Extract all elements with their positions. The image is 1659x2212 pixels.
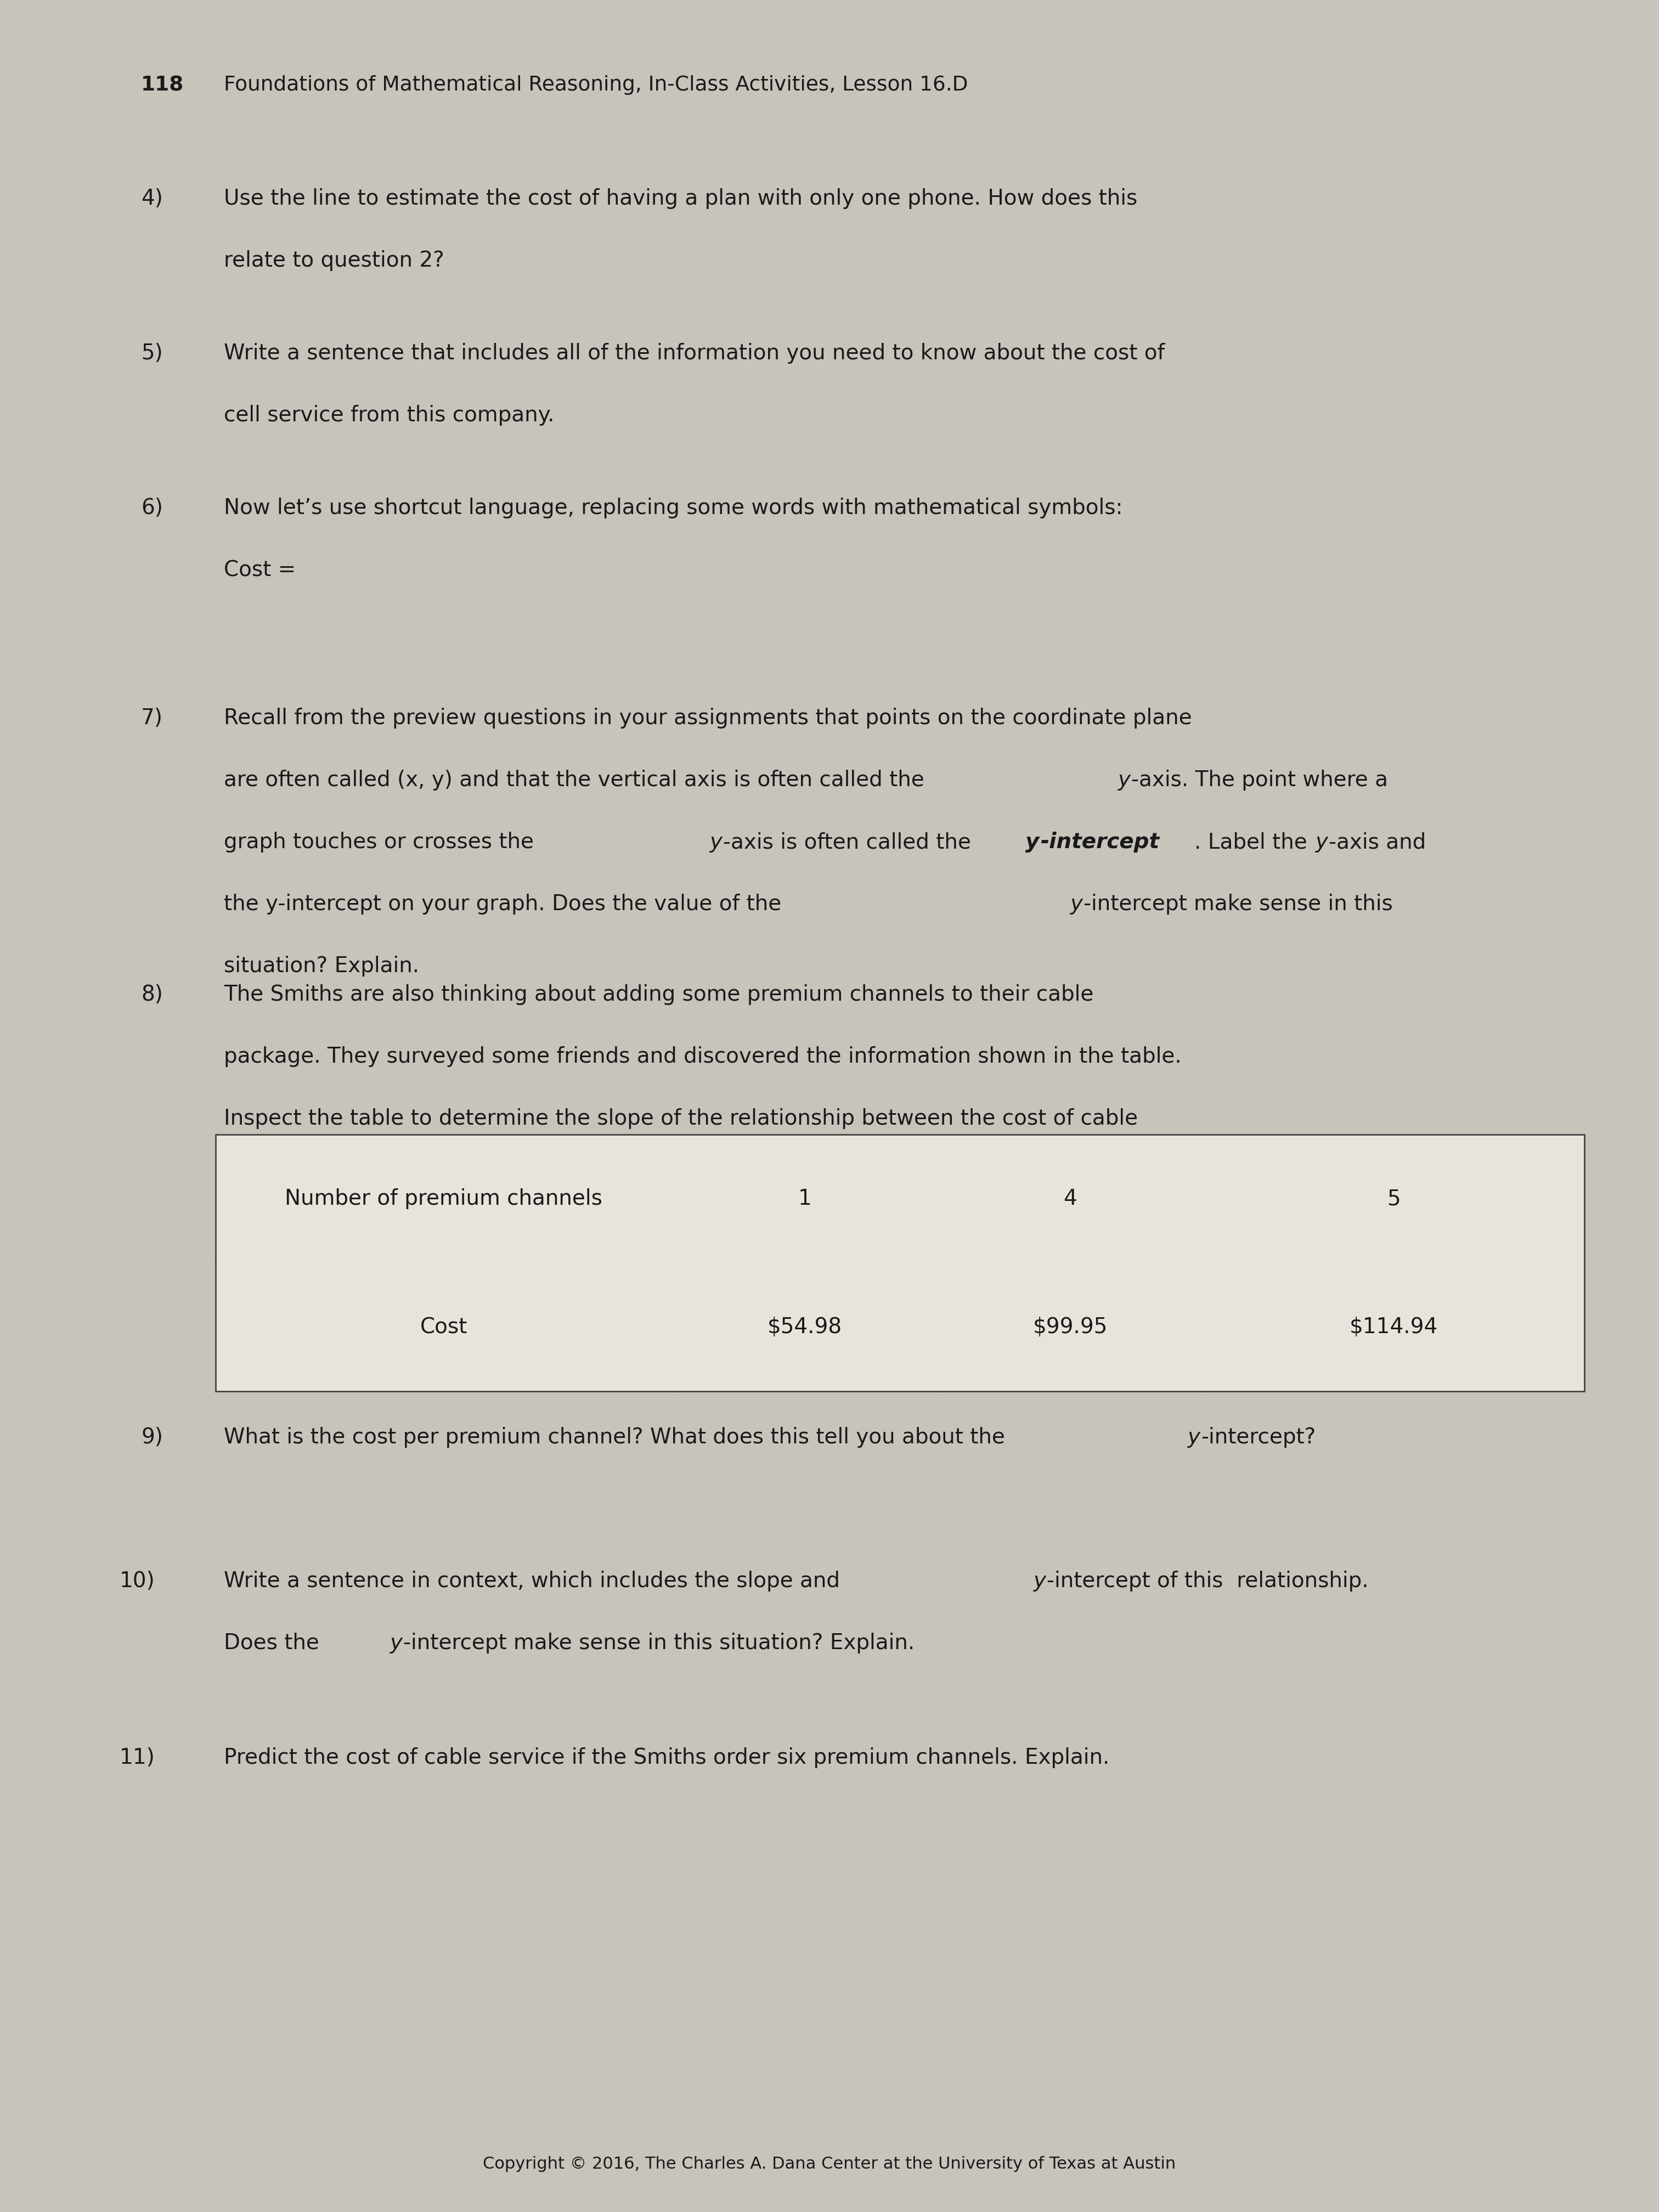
Text: service and the number of premium channels.: service and the number of premium channe… <box>224 1170 718 1190</box>
Bar <box>216 1135 1584 1391</box>
Text: Does the: Does the <box>224 1632 327 1652</box>
Text: 1: 1 <box>798 1188 811 1210</box>
Text: 5): 5) <box>141 343 163 363</box>
Text: 118: 118 <box>141 75 184 95</box>
Text: Cost =: Cost = <box>224 560 295 580</box>
Text: y: y <box>1118 770 1131 790</box>
Text: 8): 8) <box>141 984 163 1004</box>
Text: Write a sentence in context, which includes the slope and: Write a sentence in context, which inclu… <box>224 1571 846 1590</box>
Text: Cost: Cost <box>420 1316 468 1338</box>
Text: Write a sentence that includes all of the information you need to know about the: Write a sentence that includes all of th… <box>224 343 1165 363</box>
Text: . Label the: . Label the <box>1194 832 1314 852</box>
Text: y: y <box>1188 1427 1201 1447</box>
Text: What is the cost per premium channel? What does this tell you about the: What is the cost per premium channel? Wh… <box>224 1427 1012 1447</box>
Text: Foundations of Mathematical Reasoning, In-Class Activities, Lesson 16.D: Foundations of Mathematical Reasoning, I… <box>224 75 969 95</box>
Text: 4: 4 <box>1063 1188 1077 1210</box>
Text: Now let’s use shortcut language, replacing some words with mathematical symbols:: Now let’s use shortcut language, replaci… <box>224 498 1123 518</box>
Text: graph touches or crosses the: graph touches or crosses the <box>224 832 541 852</box>
Text: Copyright © 2016, The Charles A. Dana Center at the University of Texas at Austi: Copyright © 2016, The Charles A. Dana Ce… <box>483 2157 1176 2172</box>
Text: relate to question 2?: relate to question 2? <box>224 250 445 270</box>
Text: 6): 6) <box>141 498 163 518</box>
Text: -intercept?: -intercept? <box>1201 1427 1316 1447</box>
Text: cell service from this company.: cell service from this company. <box>224 405 554 425</box>
Text: y: y <box>1025 832 1039 852</box>
Text: Predict the cost of cable service if the Smiths order six premium channels. Expl: Predict the cost of cable service if the… <box>224 1747 1110 1767</box>
Text: y: y <box>390 1632 403 1652</box>
Text: the y-intercept on your graph. Does the value of the: the y-intercept on your graph. Does the … <box>224 894 788 914</box>
Text: -axis. The point where a: -axis. The point where a <box>1131 770 1389 790</box>
Text: y: y <box>1034 1571 1047 1590</box>
Text: $54.98: $54.98 <box>766 1316 843 1338</box>
Text: y: y <box>1070 894 1083 914</box>
Text: $114.94: $114.94 <box>1349 1316 1438 1338</box>
Text: Number of premium channels: Number of premium channels <box>285 1188 602 1210</box>
Text: package. They surveyed some friends and discovered the information shown in the : package. They surveyed some friends and … <box>224 1046 1181 1066</box>
Text: -intercept of this  relationship.: -intercept of this relationship. <box>1047 1571 1369 1590</box>
Text: y: y <box>710 832 723 852</box>
Text: are often called (x, y) and that the vertical axis is often called the: are often called (x, y) and that the ver… <box>224 770 931 790</box>
Text: situation? Explain.: situation? Explain. <box>224 956 420 975</box>
Text: -intercept make sense in this: -intercept make sense in this <box>1083 894 1392 914</box>
Text: 9): 9) <box>141 1427 163 1447</box>
Text: 11): 11) <box>119 1747 154 1767</box>
Text: $99.95: $99.95 <box>1032 1316 1108 1338</box>
Text: -axis and: -axis and <box>1329 832 1427 852</box>
Text: -intercept: -intercept <box>1040 832 1160 852</box>
Text: 10): 10) <box>119 1571 154 1590</box>
Text: -intercept make sense in this situation? Explain.: -intercept make sense in this situation?… <box>403 1632 914 1652</box>
Text: 7): 7) <box>141 708 163 728</box>
Text: Use the line to estimate the cost of having a plan with only one phone. How does: Use the line to estimate the cost of hav… <box>224 188 1138 208</box>
Text: The Smiths are also thinking about adding some premium channels to their cable: The Smiths are also thinking about addin… <box>224 984 1093 1004</box>
Text: Recall from the preview questions in your assignments that points on the coordin: Recall from the preview questions in you… <box>224 708 1193 728</box>
Text: y: y <box>1316 832 1329 852</box>
Text: 5: 5 <box>1387 1188 1400 1210</box>
Text: Inspect the table to determine the slope of the relationship between the cost of: Inspect the table to determine the slope… <box>224 1108 1138 1128</box>
Text: -axis is often called the: -axis is often called the <box>723 832 979 852</box>
Text: 4): 4) <box>141 188 163 208</box>
